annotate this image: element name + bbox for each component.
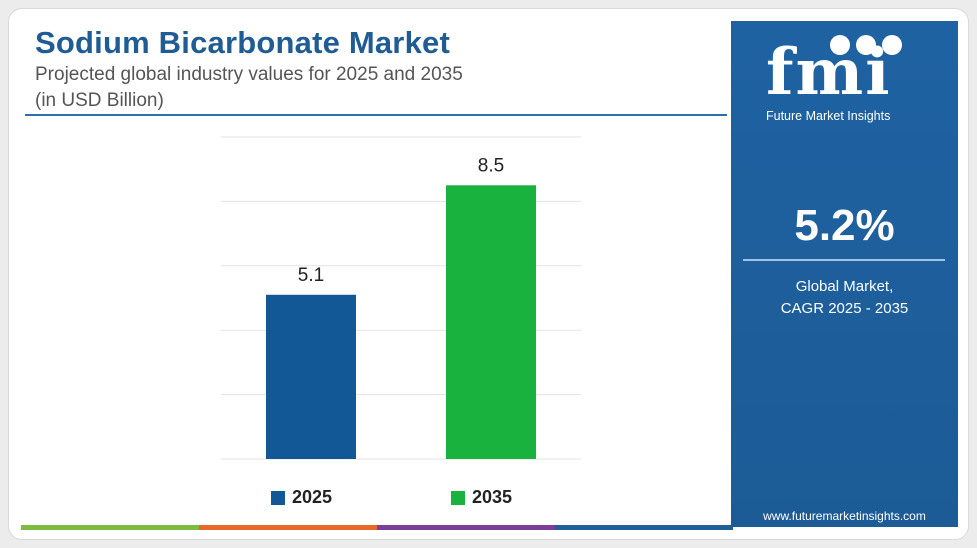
logo-tagline: Future Market Insights — [766, 109, 891, 123]
cagr-label: Global Market, CAGR 2025 - 2035 — [731, 276, 958, 320]
bottom-color-bar — [21, 525, 733, 530]
logo-circle-icon — [830, 35, 850, 55]
sidebar-panel: fmi Future Market Insights 5.2% Global M… — [731, 21, 958, 527]
logo-circle-icon — [882, 35, 902, 55]
fmi-logo: fmi Future Market Insights — [766, 35, 926, 123]
bar-2025 — [266, 294, 356, 459]
bar-2035 — [446, 185, 536, 460]
legend-swatch-2035 — [451, 490, 465, 505]
cagr-label-line-1: Global Market, — [795, 278, 894, 295]
cagr-label-line-2: CAGR 2025 - 2035 — [780, 300, 909, 317]
legend-label-2025: 2025 — [292, 487, 333, 507]
bar-chart: 5.1 8.5 — [221, 136, 581, 460]
bar-value-labels: 5.1 8.5 — [298, 155, 504, 285]
bar-value-label-2035: 8.5 — [478, 155, 504, 176]
logo-letters: fmi — [766, 35, 892, 110]
chart-title: Sodium Bicarbonate Market — [35, 25, 450, 60]
legend-item-2025: 2025 — [271, 487, 332, 508]
infographic-card: Sodium Bicarbonate Market Projected glob… — [8, 8, 969, 540]
legend-item-2035: 2035 — [451, 487, 512, 508]
logo-circle-icon — [856, 35, 876, 55]
subtitle-line-2: (in USD Billion) — [35, 90, 164, 111]
cagr-value: 5.2% — [794, 201, 895, 250]
legend-swatch-2025 — [271, 490, 285, 505]
bars — [266, 185, 536, 460]
bottom-bar-segment — [377, 525, 555, 530]
bottom-bar-segment — [21, 525, 199, 530]
website-link[interactable]: www.futuremarketinsights.com — [763, 509, 926, 523]
chart-subtitle: Projected global industry values for 202… — [35, 62, 463, 114]
bar-value-label-2025: 5.1 — [298, 265, 324, 286]
bottom-bar-segment — [199, 525, 377, 530]
header-divider — [25, 114, 727, 116]
legend-label-2035: 2035 — [472, 487, 513, 507]
subtitle-line-1: Projected global industry values for 202… — [35, 64, 463, 85]
logo-icons — [830, 35, 902, 55]
bottom-bar-segment — [555, 525, 733, 530]
sidebar-divider — [743, 259, 945, 261]
